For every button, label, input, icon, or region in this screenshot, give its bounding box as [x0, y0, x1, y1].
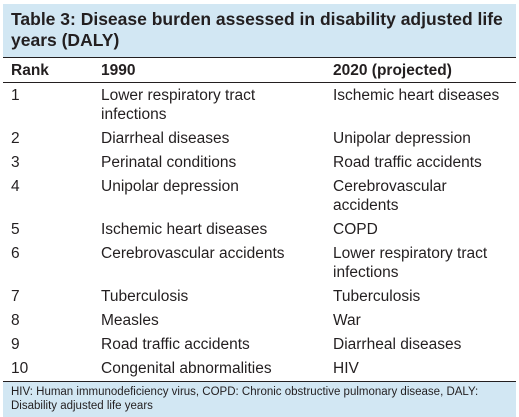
- cause-2020-cell: War: [333, 311, 361, 329]
- table-footnote: HIV: Human immunodeficiency virus, COPD:…: [3, 380, 516, 417]
- cause-1990-cell: Tuberculosis: [101, 287, 189, 305]
- cause-1990-cell: Lower respiratory tract infections: [101, 86, 256, 123]
- daly-table: Table 3: Disease burden assessed in disa…: [3, 4, 516, 417]
- table-row: 5 Ischemic heart diseases COPD: [3, 217, 516, 241]
- table-body: 1 Lower respiratory tract infections Isc…: [3, 83, 516, 381]
- table-row: 8 Measles War: [3, 308, 516, 332]
- table-row: 10 Congenital abnormalities HIV: [3, 356, 516, 381]
- cause-2020-cell: HIV: [333, 359, 359, 377]
- cause-2020-cell: Cerebrovascular accidents: [333, 177, 447, 214]
- cause-2020-cell: Lower respiratory tract infections: [333, 244, 488, 281]
- cause-2020-cell: Road traffic accidents: [333, 153, 482, 171]
- header-row: Rank 1990 2020 (projected): [3, 58, 516, 83]
- header-2020: 2020 (projected): [325, 58, 516, 83]
- cause-2020-cell: Unipolar depression: [333, 129, 471, 147]
- cause-2020-cell: Tuberculosis: [333, 287, 421, 305]
- table-header: Rank 1990 2020 (projected): [3, 58, 516, 83]
- table-row: 7 Tuberculosis Tuberculosis: [3, 284, 516, 308]
- cause-1990-cell: Unipolar depression: [101, 177, 239, 195]
- cause-2020-cell: Diarrheal diseases: [333, 335, 462, 353]
- cause-1990-cell: Road traffic accidents: [101, 335, 250, 353]
- cause-2020-cell: Ischemic heart diseases: [333, 86, 500, 104]
- table-row: 6 Cerebrovascular accidents Lower respir…: [3, 241, 516, 284]
- cause-1990-cell: Congenital abnormalities: [101, 359, 272, 377]
- table-row: 2 Diarrheal diseases Unipolar depression: [3, 126, 516, 150]
- rank-cell: 5: [11, 220, 20, 238]
- cause-1990-cell: Measles: [101, 311, 159, 329]
- table-row: 4 Unipolar depression Cerebrovascular ac…: [3, 174, 516, 217]
- table-row: 1 Lower respiratory tract infections Isc…: [3, 83, 516, 127]
- rank-cell: 9: [11, 335, 20, 353]
- rank-cell: 2: [11, 129, 20, 147]
- rank-cell: 4: [11, 177, 20, 195]
- rank-cell: 3: [11, 153, 20, 171]
- cause-1990-cell: Perinatal conditions: [101, 153, 237, 171]
- cause-1990-cell: Diarrheal diseases: [101, 129, 230, 147]
- header-1990: 1990: [87, 58, 325, 83]
- cause-2020-cell: COPD: [333, 220, 378, 238]
- rank-cell: 10: [11, 359, 29, 377]
- header-rank: Rank: [3, 58, 87, 83]
- cause-1990-cell: Ischemic heart diseases: [101, 220, 268, 238]
- rank-cell: 8: [11, 311, 20, 329]
- table-row: 9 Road traffic accidents Diarrheal disea…: [3, 332, 516, 356]
- table-grid: Rank 1990 2020 (projected) 1 Lower respi…: [3, 58, 516, 381]
- rank-cell: 1: [11, 86, 20, 104]
- table-title: Table 3: Disease burden assessed in disa…: [3, 4, 516, 58]
- cause-1990-cell: Cerebrovascular accidents: [101, 244, 285, 262]
- table-row: 3 Perinatal conditions Road traffic acci…: [3, 150, 516, 174]
- rank-cell: 6: [11, 244, 20, 262]
- rank-cell: 7: [11, 287, 20, 305]
